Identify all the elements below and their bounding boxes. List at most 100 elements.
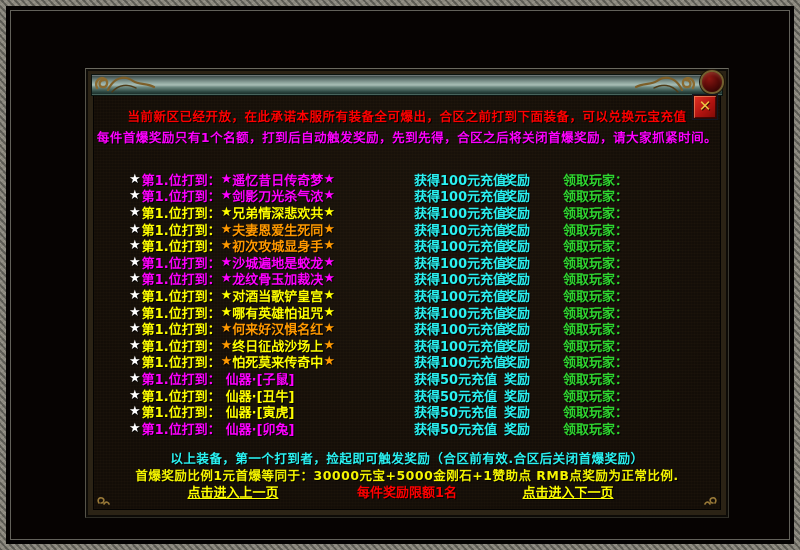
row-star-icon: ★	[129, 171, 141, 187]
row-star-icon: ★	[129, 221, 141, 237]
pager-row: 点击进入上一页 每件奖励限额1名 点击进入下一页	[86, 482, 728, 501]
row-prefix: 第1.位打到：	[141, 422, 221, 438]
row-claim-label: 领取玩家：	[563, 173, 629, 189]
row-main-cell: ★ 第1.位打到： ★ 夫妻恩爱生死同 ★	[129, 220, 414, 239]
row-prefix: 第1.位打到：	[141, 323, 221, 339]
row-reward: 获得50元充值	[414, 406, 498, 422]
row-prefix: 第1.位打到：	[141, 240, 221, 256]
row-prefix: 第1.位打到：	[141, 173, 221, 189]
row-prefix: 第1.位打到：	[141, 339, 221, 355]
table-row: ★ 第1.位打到： ★ 兄弟情深悲欢共 ★ 获得100元充值 奖励 领取玩家：	[129, 203, 714, 222]
row-bonus-label: 奖励	[504, 206, 531, 222]
row-reward: 获得100元充值	[414, 206, 507, 222]
table-row: ★ 第1.位打到： 仙器·[子鼠] 获得50元充值 奖励 领取玩家：	[129, 369, 714, 388]
table-row: ★ 第1.位打到： 仙器·[丑牛] 获得50元充值 奖励 领取玩家：	[129, 387, 714, 405]
row-main-cell: ★ 第1.位打到： ★ 何来好汉惧名红 ★	[129, 319, 414, 338]
row-bonus-label: 奖励	[504, 406, 531, 422]
row-star-icon: ★	[129, 204, 141, 220]
row-star-icon: ★	[129, 188, 141, 204]
row-item-name: 仙器·[卯兔]	[225, 422, 295, 438]
row-star-icon: ★	[129, 304, 141, 320]
table-row: ★ 第1.位打到： ★ 终日征战沙场上 ★ 获得100元充值 奖励 领取玩家：	[129, 337, 714, 355]
row-main-cell: ★ 第1.位打到： ★ 遥忆昔日传奇梦 ★	[129, 170, 414, 189]
row-item-name: 夫妻恩爱生死同	[232, 223, 324, 239]
item-star-icon: ★	[323, 204, 335, 220]
row-claim-label: 领取玩家：	[563, 256, 629, 272]
row-star-icon: ★	[129, 387, 141, 403]
item-star-icon: ★	[323, 254, 335, 270]
row-claim-label: 领取玩家：	[563, 273, 629, 289]
game-screen: ✕ 当前新区已经开放，在此承诺本服所有装备全可爆出，合区之前打到下面装备，可以兑…	[10, 10, 790, 540]
row-item-name: 何来好汉惧名红	[232, 323, 324, 339]
row-bonus-label: 奖励	[504, 289, 531, 305]
row-reward: 获得50元充值	[414, 389, 498, 405]
window-titlebar	[91, 74, 723, 96]
table-row: ★ 第1.位打到： ★ 何来好汉惧名红 ★ 获得100元充值 奖励 领取玩家：	[129, 319, 714, 339]
next-page-link[interactable]: 点击进入下一页	[522, 486, 614, 501]
row-item-name: 仙器·[寅虎]	[225, 406, 295, 422]
row-main-cell: ★ 第1.位打到： ★ 怕死莫来传奇中 ★	[129, 352, 414, 371]
table-row: ★ 第1.位打到： ★ 哪有英雄怕诅咒 ★ 获得100元充值 奖励 领取玩家：	[129, 303, 714, 322]
item-star-icon: ★	[323, 188, 335, 204]
row-bonus-label: 奖励	[504, 339, 531, 355]
row-item-name: 初次攻城显身手	[232, 240, 324, 256]
row-reward: 获得100元充值	[414, 190, 507, 206]
row-reward: 获得100元充值	[414, 173, 507, 189]
row-main-cell: ★ 第1.位打到： 仙器·[子鼠]	[129, 369, 414, 388]
item-star-icon: ★	[323, 238, 335, 254]
item-star-icon: ★	[323, 304, 335, 320]
item-star-icon: ★	[220, 321, 233, 337]
item-star-icon: ★	[323, 171, 335, 187]
item-star-icon: ★	[323, 221, 335, 237]
row-item-name: 沙城遍地是蛟龙	[232, 256, 324, 272]
first-drop-reward-window: ✕ 当前新区已经开放，在此承诺本服所有装备全可爆出，合区之前打到下面装备，可以兑…	[85, 68, 729, 518]
row-prefix: 第1.位打到：	[141, 289, 221, 305]
prev-page-link[interactable]: 点击进入上一页	[187, 486, 279, 501]
table-row: ★ 第1.位打到： ★ 夫妻恩爱生死同 ★ 获得100元充值 奖励 领取玩家：	[129, 220, 714, 239]
row-prefix: 第1.位打到：	[141, 306, 221, 322]
row-reward: 获得100元充值	[414, 273, 507, 289]
row-claim-label: 领取玩家：	[563, 339, 629, 355]
row-prefix: 第1.位打到：	[141, 256, 221, 272]
item-star-icon: ★	[220, 238, 233, 254]
row-item-name: 哪有英雄怕诅咒	[232, 306, 324, 322]
reward-list: ★ 第1.位打到： ★ 遥忆昔日传奇梦 ★ 获得100元充值 奖励 领取玩家： …	[129, 170, 714, 438]
row-prefix: 第1.位打到：	[141, 223, 221, 239]
row-star-icon: ★	[129, 420, 141, 436]
corner-rivet-icon	[704, 497, 717, 505]
item-star-icon: ★	[220, 287, 233, 303]
item-star-icon: ★	[323, 321, 335, 337]
row-claim-label: 领取玩家：	[563, 289, 629, 305]
item-star-icon: ★	[220, 271, 233, 287]
row-star-icon: ★	[129, 238, 141, 254]
row-claim-label: 领取玩家：	[563, 372, 629, 388]
table-row: ★ 第1.位打到： 仙器·[寅虎] 获得50元充值 奖励 领取玩家：	[129, 403, 714, 422]
corner-rivet-icon	[97, 497, 110, 505]
row-claim-label: 领取玩家：	[563, 406, 629, 422]
row-main-cell: ★ 第1.位打到： ★ 兄弟情深悲欢共 ★	[129, 203, 414, 222]
row-reward: 获得50元充值	[414, 422, 498, 438]
row-bonus-label: 奖励	[504, 372, 531, 388]
row-item-name: 龙纹骨玉加裁决	[232, 273, 324, 289]
row-reward: 获得100元充值	[414, 323, 507, 339]
row-main-cell: ★ 第1.位打到： ★ 对酒当歌铲皇宫 ★	[129, 286, 414, 305]
close-button[interactable]: ✕	[693, 95, 717, 119]
table-row: ★ 第1.位打到： ★ 剑影刀光杀气浓 ★ 获得100元充值 奖励 领取玩家：	[129, 188, 714, 205]
row-reward: 获得100元充值	[414, 256, 507, 272]
row-claim-label: 领取玩家：	[563, 223, 629, 239]
row-star-icon: ★	[129, 337, 141, 353]
item-star-icon: ★	[220, 254, 233, 270]
row-claim-label: 领取玩家：	[563, 240, 629, 256]
footer-ratio-line: 首爆奖励比例1元首爆等同于：30000元宝+5000金刚石+1赞助点 RMB点奖…	[135, 468, 679, 483]
row-bonus-label: 奖励	[504, 273, 531, 289]
item-star-icon: ★	[323, 287, 335, 303]
row-claim-label: 领取玩家：	[563, 356, 629, 372]
table-row: ★ 第1.位打到： ★ 初次攻城显身手 ★ 获得100元充值 奖励 领取玩家：	[129, 237, 714, 256]
row-reward: 获得100元充值	[414, 356, 507, 372]
item-star-icon: ★	[220, 171, 233, 187]
row-bonus-label: 奖励	[504, 422, 531, 438]
item-star-icon: ★	[220, 337, 233, 353]
row-claim-label: 领取玩家：	[563, 206, 629, 222]
table-row: ★ 第1.位打到： ★ 沙城遍地是蛟龙 ★ 获得100元充值 奖励 领取玩家：	[129, 254, 714, 272]
row-main-cell: ★ 第1.位打到： ★ 哪有英雄怕诅咒 ★	[129, 303, 414, 322]
